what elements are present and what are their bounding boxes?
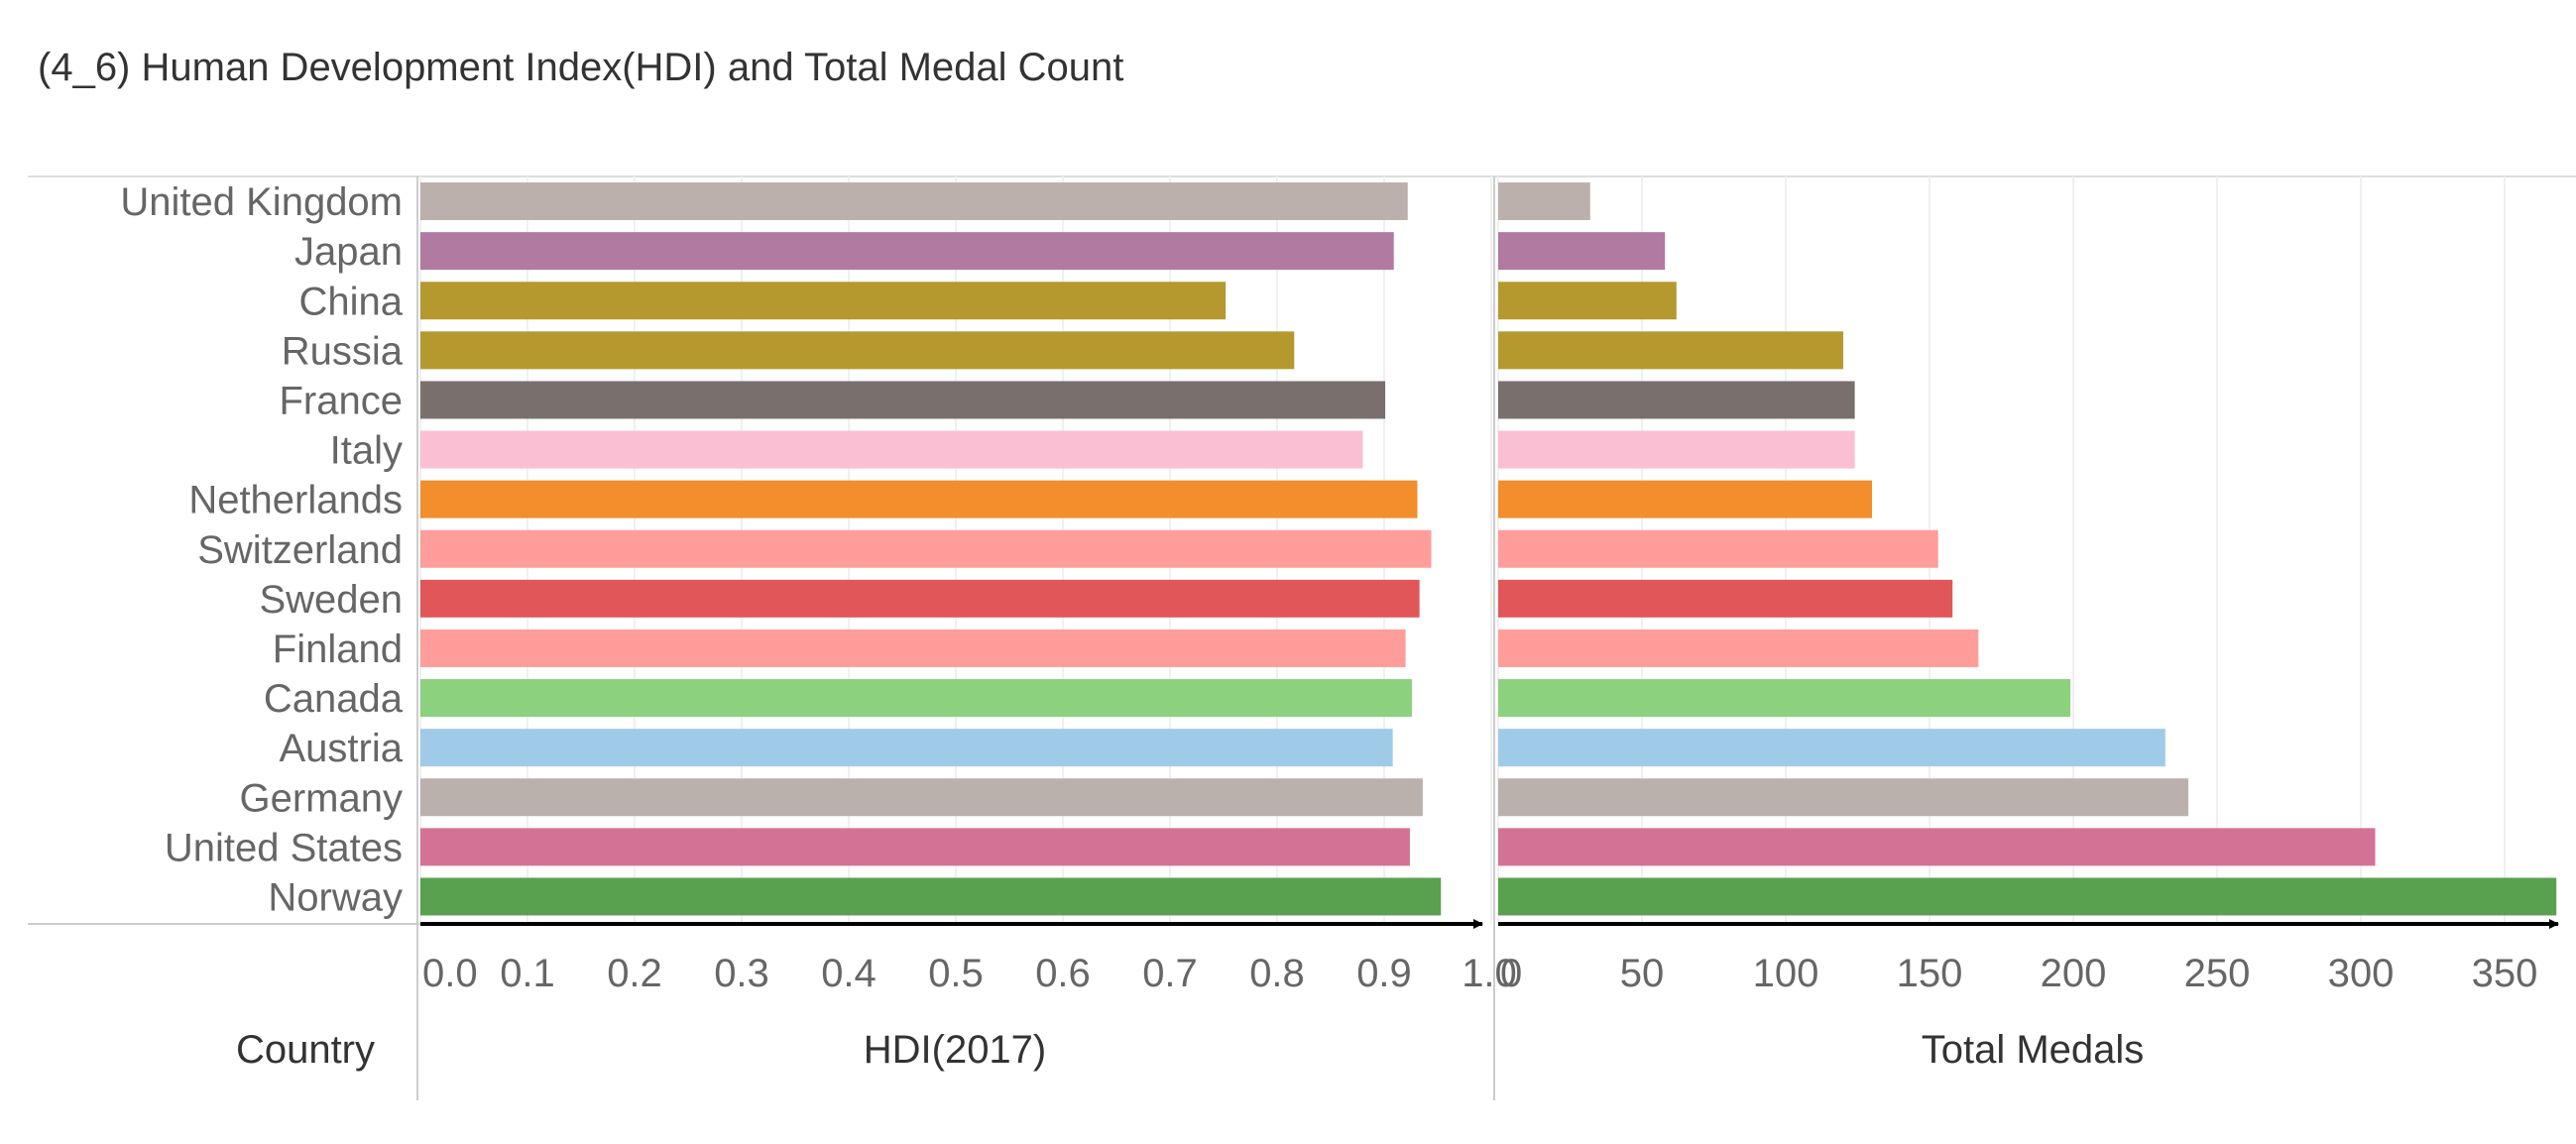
medals-tick-label: 350 [2472, 952, 2538, 995]
medals-bar-russia [1498, 331, 1843, 370]
hdi-bar-canada [420, 679, 1413, 718]
medals-tick-label: 100 [1753, 952, 1819, 995]
hdi-bar-netherlands [420, 480, 1418, 518]
medals-tick-label: 50 [1620, 952, 1665, 995]
hdi-tick-label: 0.3 [714, 952, 769, 995]
medals-tick-label: 200 [2041, 952, 2107, 995]
medals-bar-netherlands [1498, 480, 1872, 518]
country-label-netherlands: Netherlands [188, 479, 403, 522]
hdi-bar-japan [420, 232, 1394, 271]
medals-tick-label: 250 [2184, 952, 2251, 995]
country-label-italy: Italy [330, 429, 403, 473]
medals-axis-title: Total Medals [1922, 1028, 2145, 1072]
hdi-tick-label: 0.9 [1356, 952, 1412, 995]
country-label-united-states: United States [165, 826, 403, 869]
country-label-russia: Russia [282, 329, 404, 373]
hdi-bar-germany [420, 778, 1423, 817]
medals-bar-italy [1498, 430, 1855, 469]
hdi-tick-label: 1.0 [1462, 952, 1517, 995]
medals-bar-norway [1498, 877, 2557, 916]
medals-bar-united-kingdom [1498, 182, 1590, 221]
medals-tick-label: 0 [1500, 952, 1522, 995]
medals-bar-finland [1498, 629, 1979, 667]
country-label-switzerland: Switzerland [197, 528, 403, 572]
medals-bar-austria [1498, 729, 2166, 767]
hdi-tick-label: 0.8 [1249, 952, 1305, 995]
hdi-tick-label: 0.4 [821, 952, 877, 995]
country-label-france: France [280, 379, 404, 422]
hdi-tick-label: 0.7 [1142, 952, 1198, 995]
country-label-sweden: Sweden [259, 578, 403, 622]
hdi-tick-label: 0.6 [1035, 952, 1091, 995]
chart-title: (4_6) Human Development Index(HDI) and T… [38, 46, 1124, 89]
hdi-tick-label: 0.1 [500, 952, 555, 995]
country-label-austria: Austria [280, 727, 404, 770]
medals-bar-switzerland [1498, 529, 1938, 568]
hdi-axis-title: HDI(2017) [864, 1028, 1047, 1072]
medals-tick-label: 150 [1897, 952, 1963, 995]
hdi-tick-label: 0.5 [928, 952, 984, 995]
hdi-bar-italy [420, 430, 1363, 469]
medals-bar-germany [1498, 778, 2188, 817]
hdi-bar-norway [420, 877, 1442, 916]
hdi-bar-france [420, 381, 1386, 419]
hdi-bar-china [420, 282, 1227, 320]
hdi-tick-label: 0.2 [607, 952, 662, 995]
hdi-bar-finland [420, 629, 1406, 667]
row-header-country: Country [236, 1028, 375, 1072]
medals-bar-japan [1498, 232, 1666, 271]
medals-bar-canada [1498, 679, 2071, 718]
hdi-tick-label: 0.0 [422, 952, 478, 995]
hdi-bar-united-kingdom [420, 182, 1408, 221]
country-label-finland: Finland [273, 628, 403, 671]
medals-bar-sweden [1498, 579, 1953, 618]
medals-bar-china [1498, 282, 1677, 320]
hdi-bar-austria [420, 729, 1393, 767]
country-label-norway: Norway [268, 875, 403, 919]
country-label-japan: Japan [294, 230, 403, 274]
hdi-bar-russia [420, 331, 1295, 370]
medals-bar-france [1498, 381, 1855, 419]
country-label-united-kingdom: United Kingdom [120, 180, 403, 224]
country-label-germany: Germany [240, 776, 404, 820]
hdi-bar-sweden [420, 579, 1420, 618]
hdi-bar-united-states [420, 828, 1410, 866]
medals-tick-label: 300 [2328, 952, 2395, 995]
country-label-china: China [298, 280, 403, 323]
hdi-bar-switzerland [420, 529, 1432, 568]
medals-bar-united-states [1498, 828, 2376, 866]
country-label-canada: Canada [264, 677, 404, 721]
